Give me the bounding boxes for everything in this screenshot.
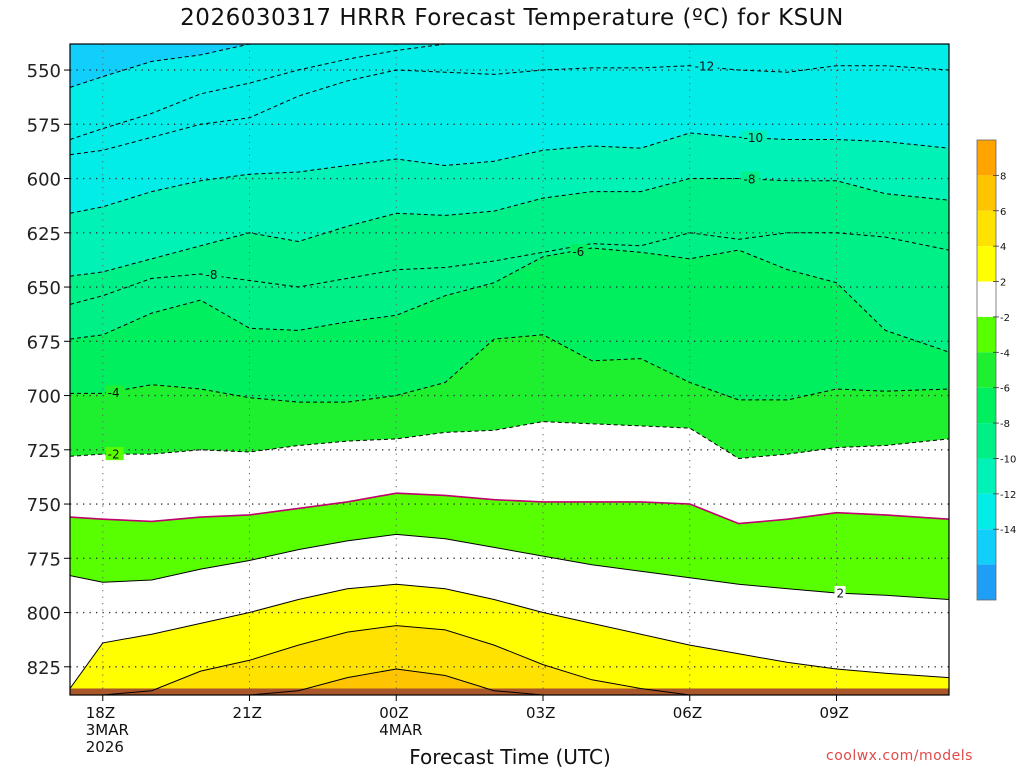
colorbar-label-1: 6 [1000, 207, 1006, 218]
y-tick-label-650: 650 [27, 278, 61, 299]
isotherm-label-bg-2 [692, 59, 718, 73]
isotherm-label-6: -6 [572, 245, 584, 259]
x-tick-label-00Z-1: 4MAR [379, 721, 422, 739]
y-tick-label-600: 600 [27, 170, 61, 191]
x-tick-label-03Z-0: 03Z [526, 704, 555, 722]
x-tick-label-06Z-0: 06Z [673, 704, 702, 722]
isotherm-label-3: -10 [744, 131, 764, 145]
isotherm-label-bg-5 [203, 267, 222, 281]
x-tick-label-18Z-0: 18Z [86, 704, 115, 722]
colorbar-label-0: 8 [1000, 171, 1006, 182]
isotherm-label-bg-6 [570, 244, 589, 258]
x-tick-label-21Z-0: 21Z [233, 704, 262, 722]
isotherm-label-bg-4 [741, 171, 760, 185]
isotherm-line-11 [70, 583, 949, 689]
credit-text: coolwx.com/models [826, 748, 973, 764]
colorbar-swatch-12 [977, 564, 996, 600]
colorbar-swatch-0 [977, 140, 996, 176]
colorbar-label-2: 4 [1000, 242, 1006, 253]
colorbar-label-4: -2 [1000, 313, 1010, 324]
isotherm-line-4 [70, 178, 949, 277]
grid-lines [70, 44, 949, 695]
y-tick-label-800: 800 [27, 604, 61, 625]
x-tick-label-18Z-2: 2026 [86, 738, 124, 756]
colorbar-label-6: -6 [1000, 384, 1010, 395]
isotherm-line-12 [70, 625, 949, 695]
isotherm-label-bg-7 [105, 385, 124, 399]
y-tick-label-825: 825 [27, 658, 61, 679]
colorbar-swatch-4 [977, 281, 996, 317]
isotherm-line-2 [70, 65, 949, 156]
plot-frame [69, 43, 950, 696]
y-tick-label-625: 625 [27, 224, 61, 245]
chart-title: 2026030317 HRRR Forecast Temperature (ºC… [180, 5, 844, 31]
isotherm-label-bg-3 [741, 130, 767, 144]
y-tick-label-750: 750 [27, 495, 61, 516]
isotherm-line-8 [70, 421, 949, 460]
colorbar-swatch-11 [977, 529, 996, 565]
colorbar-swatch-1 [977, 175, 996, 211]
colorbar-label-9: -12 [1000, 490, 1016, 501]
y-tick-label-700: 700 [27, 387, 61, 408]
isotherm-label-bg-10 [834, 586, 846, 600]
isotherm-line-9 [70, 492, 949, 525]
colorbar-swatch-5 [977, 316, 996, 353]
fill-band-12 [70, 625, 949, 695]
isotherm-lines [70, 44, 949, 695]
y-tick-label-725: 725 [27, 441, 61, 462]
isotherm-labels: -12 -10 -8 -8 -6 -4 -2 2 [105, 59, 846, 601]
isotherm-line-5 [70, 232, 949, 305]
x-tick-label-09Z-0: 09Z [819, 704, 848, 722]
y-tick-label-575: 575 [27, 115, 61, 136]
colorbar-label-10: -14 [1000, 525, 1016, 536]
y-tick-label-675: 675 [27, 332, 61, 353]
colorbar-swatch-8 [977, 423, 996, 459]
y-tick-label-550: 550 [27, 61, 61, 82]
colorbar-swatch-3 [977, 246, 996, 282]
colorbar-swatch-6 [977, 352, 996, 388]
colorbar-label-7: -8 [1000, 419, 1010, 430]
colorbar-label-8: -10 [1000, 454, 1016, 465]
colorbar-swatch-9 [977, 458, 996, 494]
isotherm-label-4: -8 [744, 172, 756, 186]
colorbar: 8 6 4 2 -2 -4 -6 -8 -10 -12 -14 [976, 139, 1016, 601]
isotherm-line-13 [70, 668, 949, 695]
isotherm-label-7: -4 [108, 386, 120, 400]
isotherm-label-5: -8 [205, 268, 217, 282]
isotherm-label-bg-8 [105, 447, 124, 461]
temperature-fills [70, 44, 949, 695]
y-tick-label-775: 775 [27, 549, 61, 570]
colorbar-swatch-10 [977, 493, 996, 530]
colorbar-swatch-2 [977, 210, 996, 247]
colorbar-swatch-7 [977, 387, 996, 424]
x-tick-label-18Z-1: 3MAR [86, 721, 129, 739]
colorbar-label-3: 2 [1000, 278, 1006, 289]
colorbar-label-5: -4 [1000, 348, 1010, 359]
isotherm-line-10 [70, 533, 949, 600]
isotherm-label-8: -2 [108, 448, 120, 462]
isotherm-label-2: -12 [695, 60, 715, 74]
isotherm-line-3 [70, 132, 949, 214]
colorbar-frame [976, 139, 997, 601]
x-tick-label-00Z-0: 00Z [379, 704, 408, 722]
isotherm-line-1 [70, 44, 949, 88]
x-axis-label: Forecast Time (UTC) [409, 745, 611, 769]
y-axis: 550 575 600 625 650 675 700 725 750 775 800 825 [27, 61, 70, 679]
isotherm-line-7 [70, 334, 949, 403]
isotherm-label-10: 2 [836, 587, 844, 601]
isotherm-line-6 [70, 247, 949, 353]
